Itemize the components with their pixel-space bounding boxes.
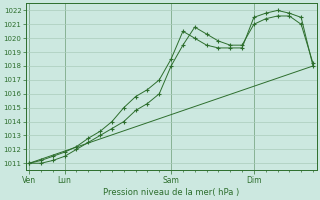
- X-axis label: Pression niveau de la mer( hPa ): Pression niveau de la mer( hPa ): [103, 188, 239, 197]
